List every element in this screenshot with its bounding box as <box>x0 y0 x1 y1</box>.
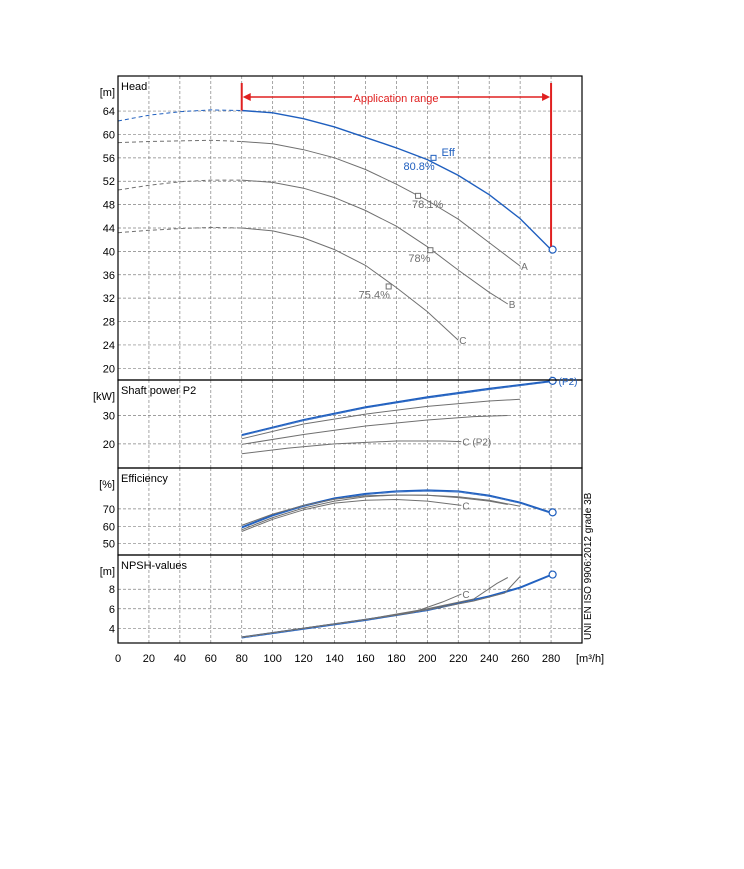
y-tick-label: 20 <box>103 439 115 451</box>
series-end-label: C <box>462 501 469 512</box>
y-tick-label: 24 <box>103 340 115 352</box>
frames-layer <box>117 75 583 644</box>
x-tick-label: 200 <box>418 653 436 665</box>
series-line-companion <box>241 575 552 639</box>
series-line <box>241 227 459 341</box>
grid-layer <box>118 76 582 643</box>
x-tick-label: 40 <box>174 653 186 665</box>
series-line <box>241 440 462 455</box>
series-line <box>241 398 521 440</box>
y-tick-label: 60 <box>103 521 115 533</box>
y-tick-label: 64 <box>103 106 115 118</box>
y-axis-unit: [%] <box>99 479 115 491</box>
series-end-label: C (P2) <box>462 438 491 449</box>
series-end-marker <box>548 245 557 254</box>
operating-point-label: Eff <box>442 147 456 159</box>
x-tick-label: 0 <box>115 653 121 665</box>
panel-title: NPSH-values <box>121 560 188 572</box>
x-tick-label: 220 <box>449 653 467 665</box>
series-line <box>241 380 552 436</box>
y-tick-label: 70 <box>103 504 115 516</box>
x-tick-label: 240 <box>480 653 498 665</box>
y-axis-unit: [kW] <box>93 391 115 403</box>
panel-title: Shaft power P2 <box>121 385 196 397</box>
x-tick-label: 180 <box>387 653 405 665</box>
x-tick-label: 20 <box>143 653 155 665</box>
operating-point-label: 78% <box>408 253 430 265</box>
x-tick-label: 60 <box>205 653 217 665</box>
series-end-marker <box>548 376 557 385</box>
operating-point-marker <box>385 283 392 290</box>
y-tick-label: 32 <box>103 293 115 305</box>
range-arrowhead-right <box>542 93 551 101</box>
y-tick-label: 4 <box>109 623 115 635</box>
series-end-label: (P2) <box>559 377 578 388</box>
series-end-marker <box>548 570 557 579</box>
y-tick-label: 6 <box>109 604 115 616</box>
series-end-marker <box>548 508 557 517</box>
operating-point-label: 75.4% <box>359 289 390 301</box>
x-tick-label: 100 <box>263 653 281 665</box>
y-tick-label: 44 <box>103 223 115 235</box>
x-tick-label: 280 <box>542 653 560 665</box>
series-end-label: C <box>459 336 466 347</box>
series-end-label: A <box>521 262 528 273</box>
x-tick-label: 120 <box>294 653 312 665</box>
x-tick-label: 80 <box>236 653 248 665</box>
panel-frame <box>117 554 583 644</box>
application-range-label: Application range <box>353 93 438 105</box>
series-line-companion <box>241 490 552 529</box>
y-tick-label: 20 <box>103 363 115 375</box>
x-tick-label: 140 <box>325 653 343 665</box>
operating-point-label: 80.8% <box>404 161 435 173</box>
series-line <box>241 415 508 445</box>
panel-title: Efficiency <box>121 473 168 485</box>
y-tick-label: 52 <box>103 176 115 188</box>
series-line-companion <box>241 381 552 437</box>
y-tick-label: 30 <box>103 410 115 422</box>
operating-point-marker <box>427 247 434 254</box>
panel-title: Head <box>121 81 147 93</box>
annotations-layer: Head [m] A B C Eff 80.8% 78.1% 78% 75.4% Shaft pow… <box>93 81 578 601</box>
y-tick-label: 40 <box>103 246 115 258</box>
panel-frame <box>117 467 583 556</box>
series-end-label: C <box>462 590 469 601</box>
y-tick-label: 50 <box>103 539 115 551</box>
series-end-label: B <box>509 300 516 311</box>
operating-point-label: 78.1% <box>412 199 443 211</box>
y-tick-label: 48 <box>103 200 115 212</box>
x-tick-label: 260 <box>511 653 529 665</box>
y-axis-unit: [m] <box>100 87 115 99</box>
operating-point-marker <box>430 154 437 161</box>
series-line <box>241 494 508 531</box>
side-note: UNI EN ISO 9906:2012 grade 3B <box>583 492 594 640</box>
series-line <box>241 498 462 532</box>
series-line <box>241 179 509 305</box>
y-tick-label: 28 <box>103 317 115 329</box>
series-line <box>241 141 521 267</box>
range-arrowhead-left <box>242 93 251 101</box>
y-tick-label: 36 <box>103 270 115 282</box>
x-axis-unit: [m³/h] <box>576 653 604 665</box>
y-tick-label: 8 <box>109 584 115 596</box>
series-line <box>241 109 552 251</box>
y-tick-label: 60 <box>103 129 115 141</box>
y-tick-label: 56 <box>103 153 115 165</box>
operating-point-marker <box>415 192 422 199</box>
curves-layer <box>117 109 557 639</box>
y-axis-unit: [m] <box>100 566 115 578</box>
x-tick-label: 160 <box>356 653 374 665</box>
series-line <box>241 593 462 638</box>
